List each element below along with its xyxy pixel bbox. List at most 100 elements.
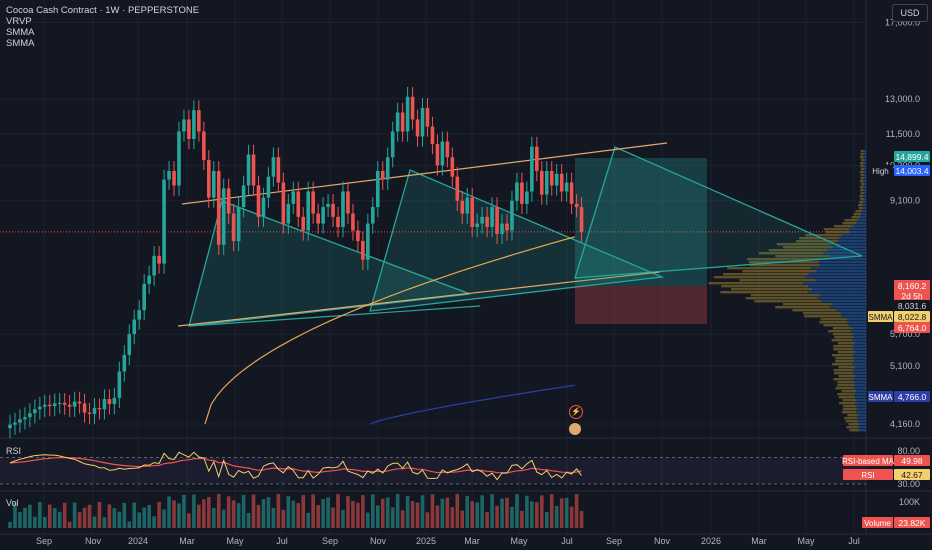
volume-bar [495,505,499,528]
profile-bar-down [853,378,866,381]
volume-bar [510,506,514,528]
x-tick-label: Jul [848,536,860,546]
volume-bar [420,495,425,528]
candle-body [321,207,325,224]
lightning-event-icon[interactable]: ⚡ [569,405,583,419]
chart-legend: Cocoa Cash Contract · 1W · PEPPERSTONE V… [6,5,199,49]
rsi-pane-label[interactable]: RSI [6,446,22,456]
profile-bar-down [863,180,866,183]
volume-pane-label[interactable]: Vol [6,498,19,508]
candle-body [87,412,92,414]
profile-bar-up [804,315,842,318]
profile-bar-up [859,180,864,183]
profile-bar-up [731,288,813,291]
profile-bar-up [849,429,860,432]
support-line [189,305,481,327]
smma-slow-line [369,384,576,425]
price-axis[interactable]: 26,000.022,000.019,000.017,000.013,000.0… [885,0,920,429]
candle-body [559,173,564,192]
volume-bar [574,494,579,528]
candle-body [316,213,320,224]
volume-bar [241,494,246,528]
volume-bar [216,494,221,528]
profile-bar-up [860,168,864,171]
indicator-smma-2[interactable]: SMMA [6,38,35,49]
price-tag-bg [894,151,930,162]
candle-body [430,126,435,145]
candle-body [495,207,499,234]
symbol-title[interactable]: Cocoa Cash Contract · 1W · PEPPERSTONE [6,5,200,16]
time-axis[interactable]: Sep Nov 2024 Mar May Jul Sep Nov 2025 Mar May Jul Se… [36,536,860,546]
candle-body [435,144,440,166]
volume-bar [266,497,271,528]
profile-bar-down [863,174,866,177]
profile-bar-up [833,378,854,381]
profile-bar-down [808,285,866,288]
x-tick-label: Jul [276,536,288,546]
candle-body [470,197,475,227]
profile-bar-down [810,267,866,270]
volume-tag-name-bg [862,517,893,528]
currency-button[interactable]: USD [892,4,928,22]
candle-body [276,157,281,183]
drawings[interactable] [177,142,863,327]
volume-profile [708,150,866,432]
smma-fast-line [204,236,576,425]
candle-body [425,107,430,127]
volume-bar [544,511,549,528]
profile-bar-up [833,225,854,228]
candle-body [530,146,534,192]
profile-bar-up [828,330,851,333]
candle-body [67,404,72,407]
profile-bar-down [856,411,866,414]
profile-bar-down [858,414,866,417]
profile-bar-up [833,369,853,372]
profile-bar-down [852,369,866,372]
volume-bar [137,512,142,528]
profile-bar-down [864,159,866,162]
profile-bar-up [842,222,857,225]
dividend-event-icon[interactable] [569,423,581,435]
candle-body [23,417,27,420]
profile-bar-up [860,165,864,168]
candle-body [525,191,529,204]
volume-bar [256,504,261,528]
volume-bar [515,494,519,528]
profile-bar-up [799,237,840,240]
profile-bar-up [754,300,822,303]
volume-bar [549,494,554,528]
profile-bar-down [853,387,866,390]
rsi-tag-value-bg [894,455,930,466]
price-tag-value: 4,766.0 [898,392,927,402]
candle-body [371,207,375,224]
volume-bar [559,498,564,528]
candle-body [271,157,276,177]
profile-bar-up [775,255,830,258]
candle-body [366,223,370,260]
profile-bar-down [854,393,866,396]
profile-bar-down [821,300,866,303]
profile-bar-up [841,390,857,393]
indicator-smma-1[interactable]: SMMA [6,27,35,38]
candle-body [455,176,460,201]
volume-pane: 100K [8,494,920,528]
profile-bar-up [860,189,864,192]
price-tag-bg [894,300,930,311]
price-tag-bg [894,322,930,333]
profile-bar-down [855,402,866,405]
candle-body [251,154,256,186]
price-tag-bg [894,280,930,291]
profile-bar-up [838,375,856,378]
volume-bar [271,507,276,528]
profile-bar-up [832,354,853,357]
profile-bar-down [852,339,866,342]
indicator-vrvp[interactable]: VRVP [6,16,32,27]
volume-bar [535,502,539,528]
candle-body [77,401,82,404]
candle-body [500,223,504,234]
candle-body [18,419,22,423]
profile-bar-down [852,333,866,336]
profile-bar-down [849,231,866,234]
triangle-pattern-1 [188,200,471,327]
